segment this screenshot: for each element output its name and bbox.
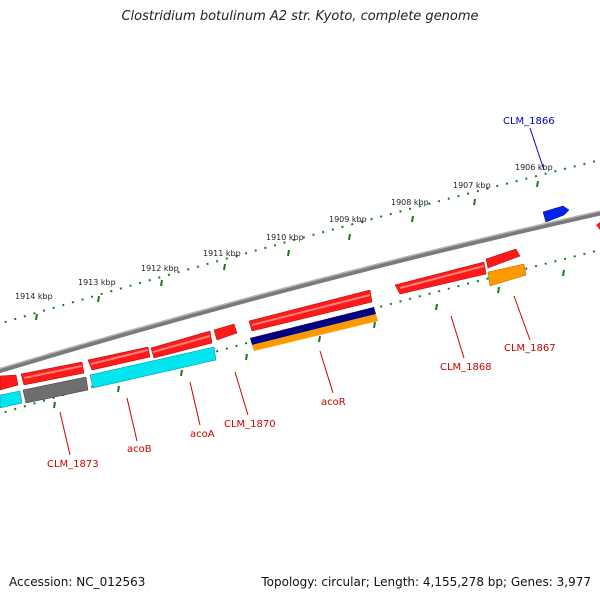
gene-labels: CLM_1866 CLM_1867 CLM_1868 acoR CLM_1870… — [47, 116, 556, 470]
outer-major-ticks — [35, 180, 539, 321]
feature-acor-navy[interactable] — [250, 307, 376, 345]
genome-backbone — [0, 210, 600, 374]
scale-label-1913: 1913 kbp — [78, 278, 116, 287]
inner-major-ticks — [53, 269, 565, 409]
scale-label-1908: 1908 kbp — [391, 198, 429, 207]
gene-feature-edge-right[interactable] — [596, 222, 600, 230]
scale-label-1907: 1907 kbp — [453, 181, 491, 190]
cds-feature-edge-left[interactable] — [0, 374, 19, 391]
scale-label-1909: 1909 kbp — [329, 215, 367, 224]
gene-label-clm-1866[interactable]: CLM_1866 — [503, 116, 555, 127]
gene-label-acob[interactable]: acoB — [127, 444, 152, 455]
feature-1867-orange[interactable] — [487, 263, 527, 287]
gene-label-clm-1870[interactable]: CLM_1870 — [224, 419, 276, 430]
gene-label-clm-1873[interactable]: CLM_1873 — [47, 459, 99, 470]
label-leaders — [59, 127, 545, 456]
gene-feature-clm-1866[interactable] — [542, 205, 570, 223]
feature-acor-orange[interactable] — [252, 314, 378, 351]
scale-label-1911: 1911 kbp — [203, 249, 241, 258]
scale-label-1906: 1906 kbp — [515, 163, 553, 172]
scale-label-1912: 1912 kbp — [141, 264, 179, 273]
cds-feature-1870[interactable] — [213, 323, 238, 341]
feature-class-track — [0, 263, 527, 409]
accession-label: Accession: NC_012563 — [9, 575, 146, 589]
genome-summary: Topology: circular; Length: 4,155,278 bp… — [261, 575, 591, 589]
feature-1873-gray[interactable] — [22, 376, 89, 404]
cds-feature-1867[interactable] — [485, 248, 521, 269]
scale-label-1910: 1910 kbp — [266, 233, 304, 242]
map-title: Clostridium botulinum A2 str. Kyoto, com… — [121, 9, 479, 24]
scale-label-1914: 1914 kbp — [15, 292, 53, 301]
feature-edge-left-cyan[interactable] — [0, 390, 23, 409]
gene-label-acor[interactable]: acoR — [321, 397, 346, 408]
gene-label-acoa[interactable]: acoA — [190, 429, 215, 440]
feature-acoa-cyan[interactable] — [89, 346, 217, 389]
cds-track — [0, 248, 521, 391]
scale-labels: 1906 kbp 1907 kbp 1908 kbp 1909 kbp 1910… — [15, 163, 553, 301]
cds-feature-1873[interactable] — [20, 361, 85, 386]
gene-label-clm-1868[interactable]: CLM_1868 — [440, 362, 492, 373]
gene-label-clm-1867[interactable]: CLM_1867 — [504, 343, 556, 354]
outer-scale-ruler — [0, 159, 600, 325]
